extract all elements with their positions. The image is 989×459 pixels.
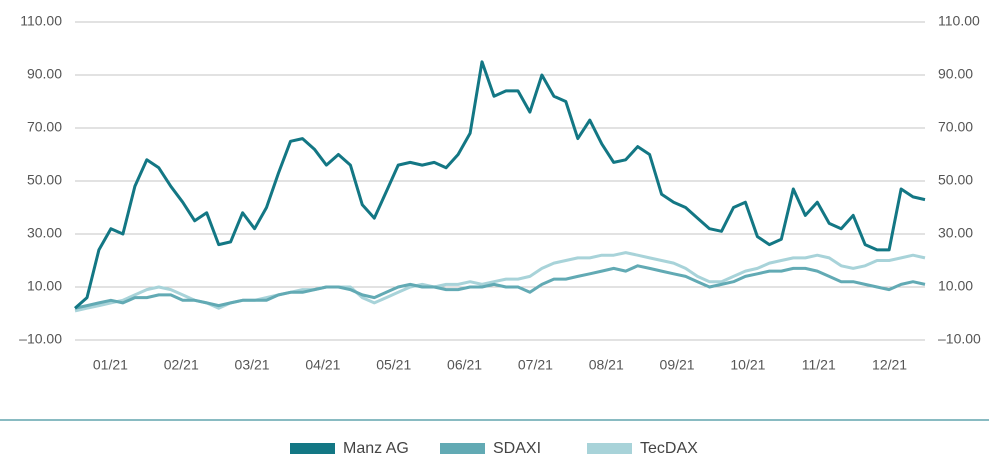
- legend-swatch: [587, 443, 632, 454]
- y2-tick-label: –10.00: [938, 331, 981, 347]
- legend-label: SDAXI: [493, 440, 541, 457]
- legend-swatch: [290, 443, 335, 454]
- legend-label: TecDAX: [640, 440, 698, 457]
- y2-tick-label: 50.00: [938, 172, 973, 188]
- y2-tick-label: 90.00: [938, 66, 973, 82]
- y-tick-label: 110.00: [20, 13, 62, 29]
- x-tick-label: 03/21: [235, 357, 270, 373]
- legend-swatch: [440, 443, 485, 454]
- x-tick-label: 06/21: [447, 357, 482, 373]
- series-line: [74, 251, 926, 313]
- x-tick-label: 02/21: [164, 357, 199, 373]
- x-tick-label: 05/21: [376, 357, 411, 373]
- x-tick-label: 11/21: [802, 357, 836, 373]
- x-tick-label: 08/21: [589, 357, 624, 373]
- x-tick-label: 01/21: [93, 357, 128, 373]
- y-tick-label: –10.00: [19, 331, 62, 347]
- y-tick-label: 30.00: [27, 225, 62, 241]
- y-tick-label: 10.00: [27, 278, 62, 294]
- y-tick-label: 90.00: [27, 66, 62, 82]
- y2-tick-label: 30.00: [938, 225, 973, 241]
- y-tick-label: 70.00: [27, 119, 62, 135]
- series-line: [74, 60, 926, 310]
- legend-label: Manz AG: [343, 440, 409, 457]
- x-tick-label: 10/21: [730, 357, 765, 373]
- x-tick-label: 07/21: [518, 357, 553, 373]
- x-tick-label: 12/21: [872, 357, 907, 373]
- series-line: [74, 264, 926, 310]
- y-tick-label: 50.00: [27, 172, 62, 188]
- legend: Manz AG SDAXI TecDAX: [290, 440, 698, 457]
- x-tick-label: 04/21: [305, 357, 340, 373]
- y2-tick-label: 110.00: [938, 13, 980, 29]
- x-tick-label: 09/21: [660, 357, 695, 373]
- y2-tick-label: 70.00: [938, 119, 973, 135]
- y2-tick-label: 10.00: [938, 278, 973, 294]
